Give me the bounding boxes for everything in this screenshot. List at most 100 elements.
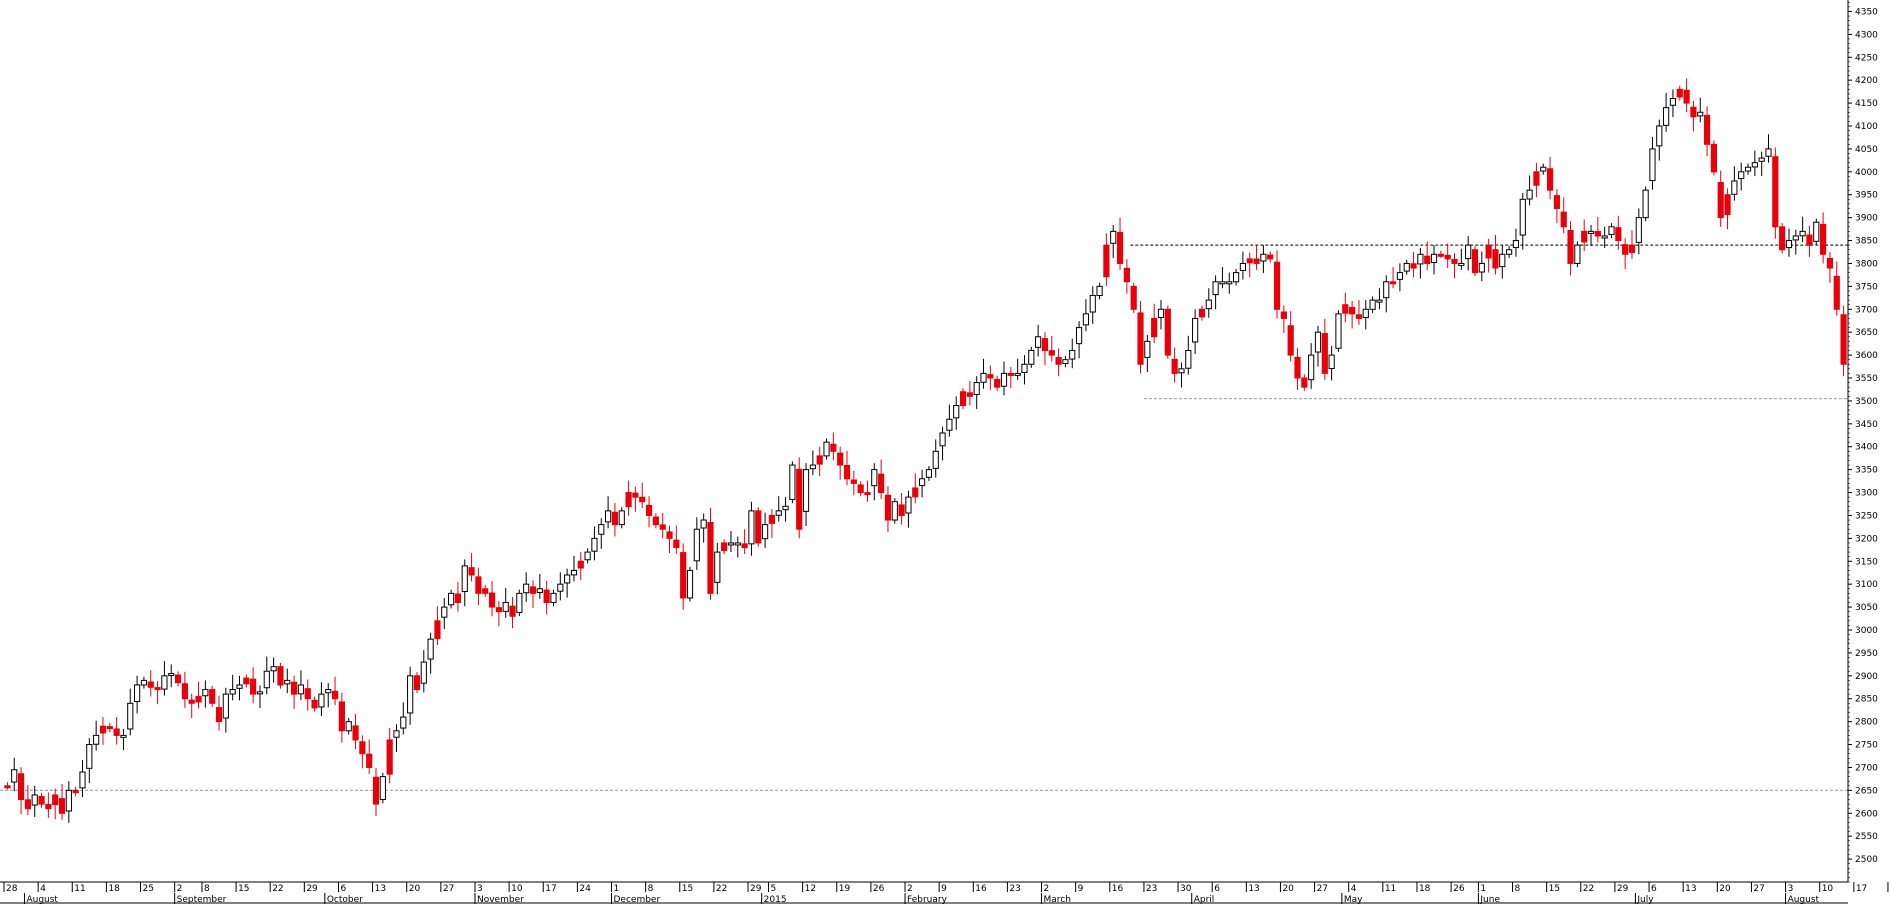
candle-body [816, 455, 823, 465]
candle-body [1096, 285, 1103, 297]
candle-body [106, 726, 113, 730]
y-tick-label: 2800 [1855, 718, 1878, 728]
y-tick-label: 2950 [1855, 649, 1878, 659]
x-day-label: 20 [1719, 884, 1731, 894]
y-tick-label: 2500 [1855, 855, 1878, 865]
candle-body [707, 521, 714, 594]
candle-body [393, 730, 400, 738]
x-day-label: 29 [1617, 884, 1629, 894]
candle-body [550, 592, 557, 604]
candle-body [1273, 261, 1281, 310]
x-day-label: 17 [1856, 884, 1867, 894]
candle-body [1246, 258, 1253, 264]
candle-body [120, 734, 127, 738]
candle-body [1567, 229, 1574, 264]
x-day-label: 29 [306, 884, 318, 894]
candle-body [693, 528, 700, 562]
candle-body [1615, 227, 1622, 242]
candle-body [666, 531, 673, 539]
candle-body [427, 638, 434, 660]
candle-body [884, 494, 892, 521]
y-tick-label: 3450 [1855, 420, 1878, 430]
candle-body [605, 510, 612, 523]
y-tick-label: 3800 [1855, 259, 1878, 269]
candle-body [188, 699, 195, 704]
candle-body [1574, 244, 1581, 264]
x-day-label: 1 [614, 884, 620, 894]
y-tick-label: 3050 [1855, 603, 1878, 613]
x-day-label: 2 [1044, 884, 1050, 894]
x-month-label: December [614, 895, 661, 904]
x-day-label: 16 [1112, 884, 1124, 894]
candle-body [93, 734, 100, 745]
candle-body [591, 537, 598, 552]
candle-body [386, 739, 393, 775]
candle-body [686, 569, 694, 599]
candle-body [536, 588, 543, 593]
candle-body [448, 592, 455, 606]
candle-body [297, 684, 305, 695]
y-tick-label: 3150 [1855, 557, 1878, 567]
candle-body [1178, 368, 1185, 374]
y-tick-label: 2750 [1855, 741, 1878, 751]
candle-body [734, 542, 741, 546]
candle-body [1151, 317, 1158, 338]
y-tick-label: 2700 [1855, 763, 1878, 773]
candle-body [1028, 350, 1035, 365]
candle-body [973, 382, 980, 395]
candle-body [86, 744, 93, 769]
reference-lines [0, 244, 1848, 791]
candle-body [775, 510, 782, 516]
y-tick-label: 3750 [1855, 282, 1878, 292]
y-tick-label: 3000 [1855, 626, 1878, 636]
candle-body [577, 560, 584, 569]
candle-body [372, 776, 380, 805]
candle-body [1192, 317, 1199, 343]
candle-body [980, 372, 987, 383]
candle-body [311, 699, 318, 709]
candle-body [953, 404, 960, 419]
x-day-label: 10 [1822, 884, 1834, 894]
candle-body [1294, 356, 1301, 379]
candle-body [1301, 377, 1308, 388]
candle-body [407, 675, 414, 714]
candle-body [802, 469, 810, 512]
candle-body [1287, 325, 1294, 356]
candle-body [680, 552, 687, 599]
candle-body [516, 592, 523, 613]
candle-body [809, 464, 816, 470]
candle-body [939, 432, 946, 447]
candle-body [284, 679, 291, 685]
candle-body [58, 798, 66, 814]
candle-body [529, 586, 537, 594]
x-day-label: 9 [1078, 884, 1084, 894]
y-tick-label: 3550 [1855, 374, 1878, 384]
candle-body [789, 464, 796, 500]
candle-body [632, 492, 639, 498]
candle-body [1758, 157, 1765, 162]
candle-body [1041, 338, 1049, 352]
x-day-label: 4 [1351, 884, 1357, 894]
candle-body [1703, 114, 1711, 145]
candle-body [65, 789, 72, 812]
candle-body [413, 675, 421, 691]
candle-body [721, 542, 728, 552]
x-day-label: 1 [1480, 884, 1486, 894]
candle-body [400, 716, 407, 729]
x-day-label: 11 [1385, 884, 1396, 894]
candle-body [1314, 331, 1322, 353]
x-day-label: 4 [40, 884, 46, 894]
candle-body [1792, 235, 1799, 241]
candle-body [1069, 350, 1076, 360]
candle-body [331, 690, 339, 700]
candle-body [209, 689, 216, 704]
candle-body [270, 666, 277, 672]
candle-body [1226, 281, 1233, 285]
candle-body [1260, 253, 1267, 262]
x-month-label: February [907, 895, 948, 904]
candle-body [1581, 230, 1588, 243]
candle-body [1205, 299, 1212, 310]
candle-body [1499, 253, 1506, 268]
candle-body [1417, 253, 1424, 265]
